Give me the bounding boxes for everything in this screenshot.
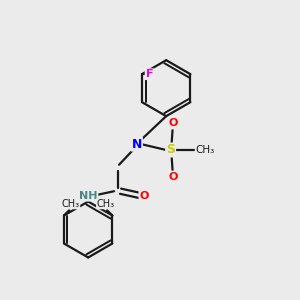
Text: CH₃: CH₃ — [97, 199, 115, 209]
Text: F: F — [146, 69, 153, 79]
Text: CH₃: CH₃ — [196, 145, 215, 155]
Text: NH: NH — [79, 190, 98, 201]
Text: N: N — [132, 138, 142, 151]
Text: O: O — [169, 172, 178, 182]
Text: O: O — [169, 118, 178, 128]
Text: S: S — [166, 143, 175, 157]
Text: CH₃: CH₃ — [62, 199, 80, 209]
Text: O: O — [140, 190, 149, 201]
